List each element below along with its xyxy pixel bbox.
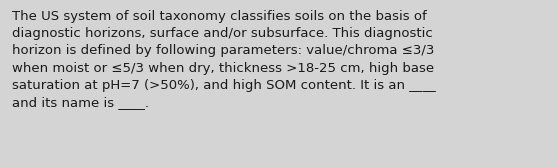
Text: The US system of soil taxonomy classifies soils on the basis of
diagnostic horiz: The US system of soil taxonomy classifie… <box>12 10 436 109</box>
